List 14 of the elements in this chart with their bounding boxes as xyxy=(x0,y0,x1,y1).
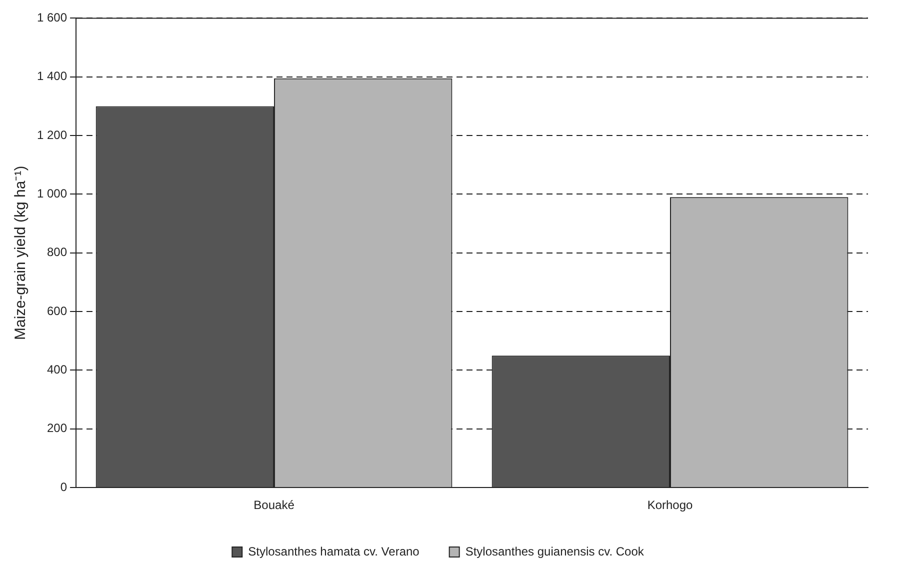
y-tick-label: 200 xyxy=(47,421,68,436)
x-tick-label: Korhogo xyxy=(647,498,694,512)
x-tick-label: Bouaké xyxy=(254,498,295,512)
y-tick-label: 800 xyxy=(47,245,68,260)
y-tick-label: 1 400 xyxy=(37,69,68,84)
y-tick-label: 1 000 xyxy=(37,186,68,201)
y-tick-label: 1 600 xyxy=(37,10,68,25)
y-tick-label: 400 xyxy=(47,362,68,377)
y-tick-label: 600 xyxy=(47,304,68,318)
legend-label: Stylosanthes hamata cv. Verano xyxy=(248,544,420,558)
y-tick-label: 0 xyxy=(60,480,68,494)
legend-label: Stylosanthes guianensis cv. Cook xyxy=(465,544,645,558)
y-axis-title: Maize-grain yield (kg ha⁻¹) xyxy=(12,166,30,340)
y-tick-label: 1 200 xyxy=(37,128,68,142)
